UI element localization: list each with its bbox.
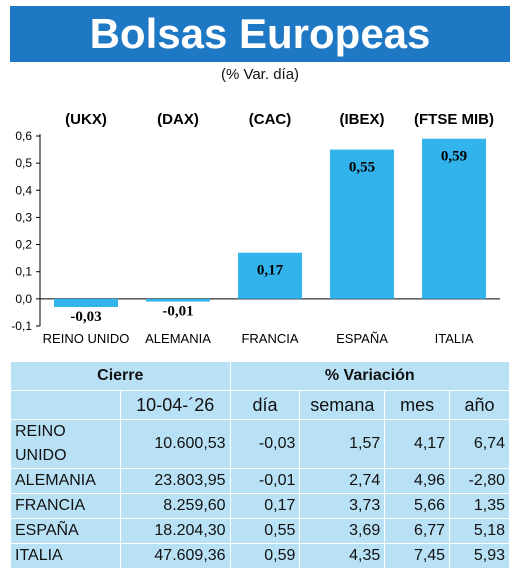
row-name: ESPAÑA — [10, 518, 121, 544]
row-semana: 1,57 — [299, 419, 386, 469]
row-cierre: 8.259,60 — [119, 493, 231, 519]
category-label: ESPAÑA — [336, 331, 388, 346]
ticker-code-label: (UKX) — [65, 111, 107, 128]
header-semana: semana — [299, 390, 386, 420]
data-label: 0,59 — [441, 149, 467, 165]
bar — [146, 298, 210, 302]
row-cierre: 23.803,95 — [119, 468, 231, 494]
header-variacion: % Variación — [229, 361, 511, 391]
row-name: FRANCIA — [10, 493, 121, 519]
row-cierre: 18.204,30 — [119, 518, 231, 544]
y-tick-label: 0,3 — [15, 210, 32, 224]
row-mes: 4,96 — [384, 468, 451, 494]
row-ano: 5,18 — [449, 518, 510, 544]
row-name: ITALIA — [10, 543, 121, 569]
row-ano: 1,35 — [449, 493, 510, 519]
category-label: FRANCIA — [241, 331, 298, 346]
row-semana: 3,69 — [299, 518, 386, 544]
y-tick-label: 0,6 — [15, 129, 32, 143]
ticker-code-label: (FTSE MIB) — [414, 111, 494, 128]
data-label: -0,03 — [70, 309, 101, 325]
row-semana: 4,35 — [299, 543, 386, 569]
y-tick-label: 0,0 — [15, 292, 32, 306]
ticker-code-label: (CAC) — [249, 111, 292, 128]
row-name: REINO UNIDO — [10, 419, 121, 469]
y-tick-label: 0,2 — [15, 238, 32, 252]
table-row: REINO UNIDO 10.600,53 -0,03 1,57 4,17 6,… — [10, 419, 510, 469]
stock-table: Cierre % Variación 10-04-´26 día semana … — [10, 361, 511, 569]
header-ano: año — [449, 390, 510, 420]
row-dia: 0,17 — [229, 493, 301, 519]
bar — [422, 138, 486, 299]
category-label: ITALIA — [435, 331, 474, 346]
data-label: -0,01 — [162, 304, 193, 320]
page-title: Bolsas Europeas — [89, 10, 431, 57]
bar-chart: (UKX) (DAX) (CAC) (IBEX) (FTSE MIB) -0,1 0,0 0… — [11, 111, 500, 346]
row-ano: -2,80 — [449, 468, 510, 494]
header-cierre: Cierre — [10, 361, 231, 391]
table-subheader-row: 10-04-´26 día semana mes año — [10, 390, 510, 420]
table-row: ALEMANIA 23.803,95 -0,01 2,74 4,96 -2,80 — [10, 468, 510, 494]
row-mes: 6,77 — [384, 518, 451, 544]
row-mes: 5,66 — [384, 493, 451, 519]
row-cierre: 47.609,36 — [119, 543, 231, 569]
row-cierre: 10.600,53 — [119, 419, 231, 469]
row-ano: 6,74 — [449, 419, 510, 469]
header-date: 10-04-´26 — [119, 390, 231, 420]
header-empty — [10, 390, 121, 420]
data-label: 0,17 — [257, 263, 284, 279]
bar — [54, 298, 118, 307]
header-mes: mes — [384, 390, 451, 420]
row-mes: 7,45 — [384, 543, 451, 569]
ticker-code-label: (DAX) — [157, 111, 199, 128]
header-dia: día — [229, 390, 301, 420]
row-semana: 3,73 — [299, 493, 386, 519]
row-dia: 0,55 — [229, 518, 301, 544]
row-dia: -0,01 — [229, 468, 301, 494]
table-row: FRANCIA 8.259,60 0,17 3,73 5,66 1,35 — [10, 493, 510, 519]
y-tick-label: 0,1 — [15, 265, 32, 279]
category-label: REINO UNIDO — [43, 331, 130, 346]
row-mes: 4,17 — [384, 419, 451, 469]
y-tick-label: 0,4 — [15, 183, 32, 197]
data-label: 0,55 — [349, 160, 375, 176]
ticker-code-label: (IBEX) — [340, 111, 385, 128]
category-label: ALEMANIA — [145, 331, 211, 346]
title-banner: Bolsas Europeas — [10, 6, 510, 62]
bar — [238, 252, 302, 299]
chart-subtitle: (% Var. día) — [220, 66, 300, 83]
row-dia: -0,03 — [229, 419, 301, 469]
row-dia: 0,59 — [229, 543, 301, 569]
y-tick-label: 0,5 — [15, 156, 32, 170]
y-tick-label: -0,1 — [11, 319, 32, 333]
table-row: ITALIA 47.609,36 0,59 4,35 7,45 5,93 — [10, 543, 510, 569]
row-ano: 5,93 — [449, 543, 510, 569]
bar — [330, 149, 394, 299]
table-header-row: Cierre % Variación — [10, 361, 511, 391]
row-semana: 2,74 — [299, 468, 386, 494]
row-name: ALEMANIA — [10, 468, 121, 494]
table-row: ESPAÑA 18.204,30 0,55 3,69 6,77 5,18 — [10, 518, 510, 544]
